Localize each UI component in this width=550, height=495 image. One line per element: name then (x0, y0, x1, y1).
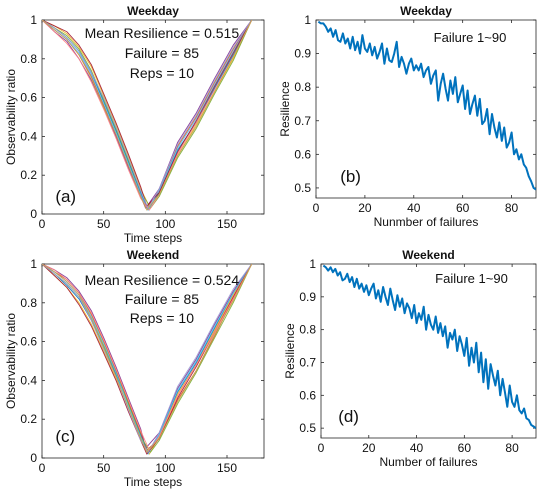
x-tick-label: 0 (39, 217, 46, 231)
y-tick-label: 0.4 (20, 129, 37, 143)
panel-d: 0 20 40 60 80 0.5 0.6 0.7 0.8 0.9 1 Weekend Number o… (283, 248, 537, 469)
y-tick-label: 0.5 (299, 421, 316, 435)
y-axis-label: Resilience (283, 323, 297, 379)
x-tick-label: 20 (362, 441, 376, 455)
x-tick-label: 150 (217, 461, 237, 475)
annotation-2: Failure = 85 (125, 45, 200, 61)
panel-label: (d) (338, 407, 359, 426)
x-tick-label: 50 (97, 461, 111, 475)
y-tick-label: 0.6 (20, 91, 37, 105)
x-tick-label: 150 (217, 217, 237, 231)
y-axis-label: Observability ratio (4, 313, 18, 409)
axes-frame (315, 19, 537, 199)
chart-title: Weekend (402, 248, 454, 262)
y-tick-label: 0.2 (20, 412, 37, 426)
y-tick-label: 1 (309, 257, 316, 271)
x-tick-label: 40 (410, 441, 424, 455)
chart-title: Weekend (127, 248, 179, 262)
series-line-10 (42, 20, 253, 211)
panel-label: (a) (55, 187, 76, 206)
y-tick-label: 0 (30, 451, 37, 465)
series-line-8 (42, 20, 253, 211)
y-tick-label: 0.5 (294, 181, 311, 195)
series-line-6 (42, 20, 253, 211)
series-line-8 (42, 264, 253, 451)
panel-b: 0 20 40 60 80 0.5 0.6 0.7 0.8 0.9 1 Weekday Nunmber … (278, 4, 537, 229)
x-tick-label: 20 (358, 201, 372, 215)
y-tick-label: 0.8 (299, 323, 316, 337)
panel-c: 0 50 100 150 0 0.2 0.4 0.6 0.8 1 Weekend Time steps… (4, 248, 265, 489)
y-tick-label: 0.8 (294, 80, 311, 94)
y-axis-label: Resilience (278, 81, 292, 137)
y-tick-label: 0.7 (299, 355, 316, 369)
x-axis-label: Time steps (124, 475, 182, 489)
y-tick-label: 0.7 (294, 114, 311, 128)
y-tick-label: 0.9 (299, 290, 316, 304)
series-line-10 (42, 264, 253, 453)
x-tick-label: 100 (155, 461, 175, 475)
y-tick-label: 0.9 (294, 47, 311, 61)
series-line-4 (42, 264, 253, 449)
annotation-1: Mean Resilience = 0.515 (85, 25, 240, 41)
x-tick-label: 100 (155, 217, 175, 231)
y-tick-label: 1 (30, 257, 37, 271)
x-tick-label: 40 (407, 201, 421, 215)
y-tick-label: 0.4 (20, 373, 37, 387)
x-axis-label: Nunmber of failures (374, 215, 479, 229)
annotation-3: Reps = 10 (130, 310, 194, 326)
y-tick-label: 0.8 (20, 296, 37, 310)
annotation-2: Failure = 85 (125, 291, 200, 307)
y-axis-label: Observability ratio (4, 69, 18, 165)
y-tick-label: 0.6 (20, 335, 37, 349)
y-tick-label: 0 (30, 207, 37, 221)
x-tick-label: 0 (39, 461, 46, 475)
panel-label: (b) (340, 167, 361, 186)
x-tick-label: 0 (313, 201, 320, 215)
x-tick-label: 0 (318, 441, 325, 455)
y-tick-label: 1 (304, 13, 311, 27)
series-line-1 (317, 20, 536, 191)
annotation-1: Failure 1~90 (434, 30, 507, 45)
series-line-9 (42, 20, 253, 209)
y-tick-label: 0.8 (20, 52, 37, 66)
x-tick-label: 60 (458, 441, 472, 455)
x-tick-label: 60 (456, 201, 470, 215)
annotation-3: Reps = 10 (130, 65, 194, 81)
series-line-9 (42, 264, 253, 453)
y-tick-label: 0.6 (299, 388, 316, 402)
annotation-1: Failure 1~90 (435, 271, 508, 286)
x-tick-label: 80 (505, 201, 519, 215)
x-axis-label: Number of failures (379, 455, 477, 469)
chart-title: Weekday (400, 4, 452, 18)
x-axis-label: Time steps (124, 231, 182, 245)
annotation-1: Mean Resilience = 0.524 (85, 272, 240, 288)
y-tick-label: 0.2 (20, 168, 37, 182)
x-tick-label: 80 (505, 441, 519, 455)
panel-label: (c) (55, 427, 75, 446)
series-line-1 (322, 264, 536, 430)
series-line-7 (42, 20, 253, 207)
y-tick-label: 1 (30, 13, 37, 27)
chart-title: Weekday (127, 4, 179, 18)
y-tick-label: 0.6 (294, 147, 311, 161)
panel-a: 0 50 100 150 0 0.2 0.4 0.6 0.8 1 Weekday Time steps… (4, 4, 265, 245)
x-tick-label: 50 (97, 217, 111, 231)
axes-frame (320, 263, 537, 439)
